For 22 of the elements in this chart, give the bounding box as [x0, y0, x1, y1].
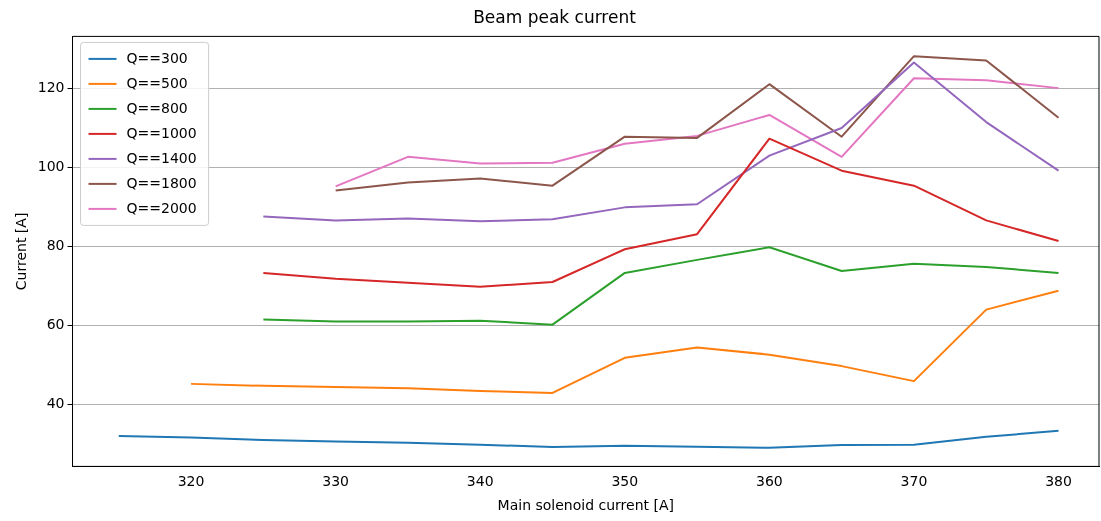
- legend-label: Q==1400: [126, 149, 197, 166]
- x-tick-label: 380: [1045, 473, 1072, 490]
- chart-title: Beam peak current: [473, 6, 637, 27]
- y-tick-label: 40: [46, 394, 65, 411]
- y-tick-label: 80: [46, 236, 65, 253]
- x-tick-label: 360: [756, 473, 783, 490]
- y-axis-title: Current [A]: [13, 212, 30, 291]
- y-tick-label: 60: [46, 315, 65, 332]
- y-tick-label: 120: [37, 78, 65, 95]
- x-tick-label: 320: [177, 473, 205, 490]
- x-tick-label: 370: [900, 473, 928, 490]
- legend-label: Q==500: [126, 74, 188, 91]
- x-tick-label: 330: [322, 473, 350, 490]
- legend-label: Q==300: [126, 49, 188, 66]
- legend-label: Q==800: [126, 99, 188, 116]
- legend-label: Q==1000: [126, 124, 197, 141]
- x-tick-label: 340: [466, 473, 494, 490]
- y-tick-label: 100: [37, 157, 65, 174]
- legend-label: Q==2000: [126, 199, 197, 216]
- x-tick-label: 350: [611, 473, 639, 490]
- legend-label: Q==1800: [126, 174, 197, 191]
- x-axis-title: Main solenoid current [A]: [497, 497, 674, 514]
